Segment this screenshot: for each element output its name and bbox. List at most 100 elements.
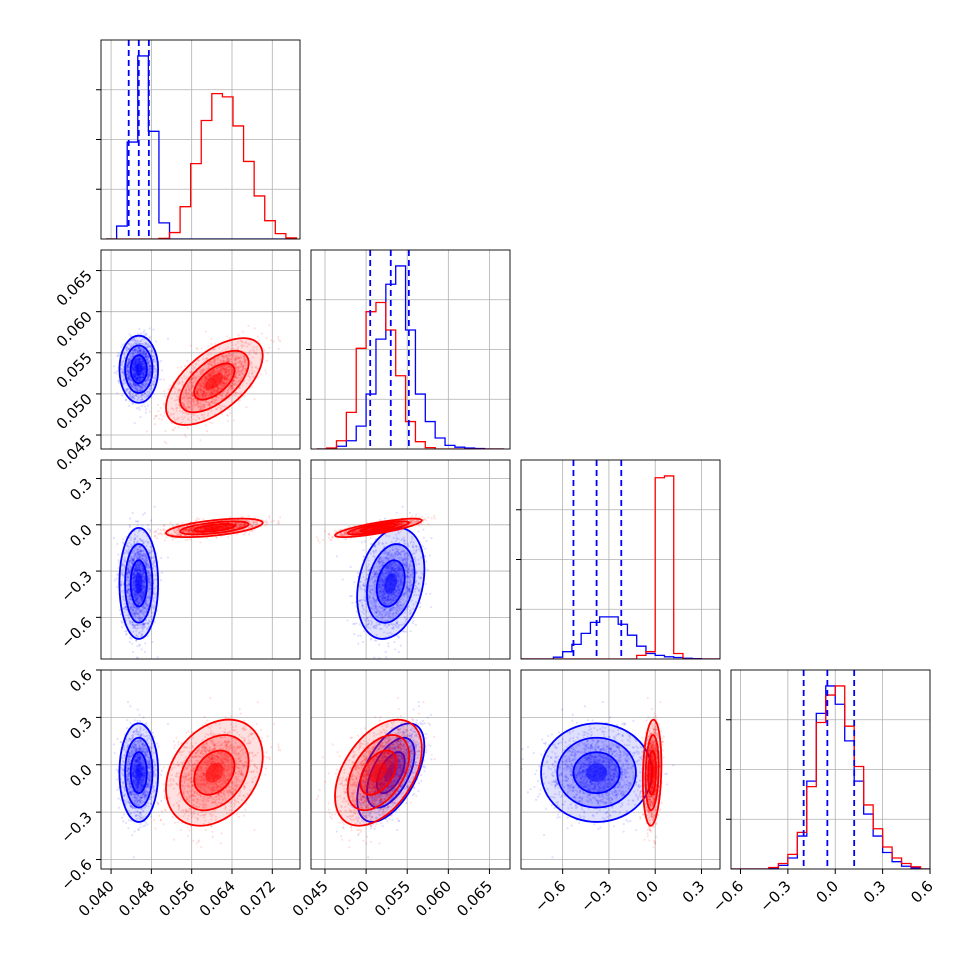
scatter-point (126, 364, 129, 367)
scatter-point (202, 386, 205, 389)
scatter-point (128, 333, 131, 336)
scatter-point (195, 404, 199, 407)
scatter-point (137, 389, 140, 392)
scatter-point (213, 400, 216, 403)
scatter-point (147, 372, 150, 375)
scatter-point (139, 358, 142, 361)
scatter-point (149, 556, 152, 559)
scatter-point (127, 358, 131, 361)
scatter-point (204, 376, 207, 379)
scatter-point (136, 358, 139, 361)
scatter-point (142, 610, 145, 613)
scatter-point (187, 405, 191, 408)
scatter-point (120, 345, 123, 349)
scatter-point (115, 577, 118, 580)
scatter-point (131, 609, 134, 612)
scatter-point (135, 555, 138, 558)
scatter-point (146, 344, 149, 347)
scatter-point (213, 390, 216, 393)
scatter-point (220, 393, 224, 396)
scatter-point (138, 357, 141, 360)
scatter-point (215, 395, 218, 398)
scatter-point (136, 332, 139, 335)
scatter-point (133, 349, 136, 352)
scatter-point (251, 375, 255, 378)
scatter-point (128, 374, 131, 377)
scatter-point (127, 587, 130, 591)
scatter-point (146, 383, 149, 386)
scatter-point (141, 352, 144, 355)
scatter-point (126, 363, 130, 367)
scatter-point (229, 384, 232, 387)
scatter-point (139, 553, 142, 556)
scatter-point (144, 411, 147, 414)
scatter-point (141, 352, 144, 356)
scatter-point (121, 370, 124, 373)
scatter-point (195, 402, 199, 405)
scatter-point (140, 393, 143, 396)
scatter-point (227, 385, 230, 388)
scatter-point (143, 368, 146, 371)
scatter-point (173, 399, 176, 402)
scatter-point (240, 361, 243, 364)
scatter-point (218, 371, 221, 374)
scatter-point (132, 351, 135, 354)
scatter-point (135, 387, 138, 390)
scatter-point (144, 606, 147, 610)
scatter-point (165, 536, 168, 539)
scatter-point (225, 356, 228, 359)
scatter-point (212, 369, 215, 372)
scatter-point (138, 357, 141, 360)
scatter-point (241, 368, 244, 371)
scatter-point (139, 398, 142, 402)
scatter-point (192, 413, 195, 416)
scatter-point (142, 362, 146, 365)
scatter-point (137, 377, 140, 380)
scatter-point (131, 558, 135, 562)
scatter-point (191, 364, 194, 367)
scatter-point (146, 394, 149, 398)
scatter-point (189, 385, 192, 388)
scatter-point (182, 411, 185, 415)
scatter-point (229, 384, 233, 387)
scatter-point (141, 351, 145, 354)
scatter-point (209, 374, 212, 377)
scatter-point (116, 370, 119, 373)
scatter-point (143, 580, 146, 583)
scatter-point (201, 392, 204, 396)
scatter-point (138, 379, 141, 383)
scatter-point (126, 388, 129, 391)
scatter-point (229, 373, 232, 376)
scatter-point (277, 335, 280, 339)
scatter-point (127, 370, 130, 373)
scatter-point (170, 397, 173, 400)
scatter-point (204, 424, 208, 427)
scatter-point (136, 561, 140, 564)
scatter-point (133, 397, 136, 401)
scatter-point (194, 376, 197, 379)
scatter-point (209, 374, 212, 377)
scatter-point (234, 372, 238, 375)
scatter-point (240, 370, 243, 373)
scatter-point (249, 349, 252, 352)
scatter-point (234, 391, 237, 394)
scatter-point (146, 382, 149, 385)
scatter-point (140, 346, 143, 350)
scatter-point (191, 394, 195, 397)
scatter-point (132, 364, 135, 367)
scatter-point (139, 376, 142, 379)
scatter-point (210, 372, 213, 375)
scatter-point (225, 360, 229, 363)
scatter-point (137, 346, 140, 349)
scatter-point (128, 391, 131, 394)
scatter-point (232, 347, 235, 350)
scatter-point (133, 362, 137, 365)
scatter-point (147, 356, 150, 359)
scatter-point (141, 524, 144, 527)
scatter-point (139, 377, 142, 380)
scatter-point (221, 355, 224, 358)
scatter-point (138, 384, 141, 387)
scatter-point (138, 349, 141, 352)
scatter-point (117, 354, 120, 357)
scatter-point (146, 346, 149, 349)
